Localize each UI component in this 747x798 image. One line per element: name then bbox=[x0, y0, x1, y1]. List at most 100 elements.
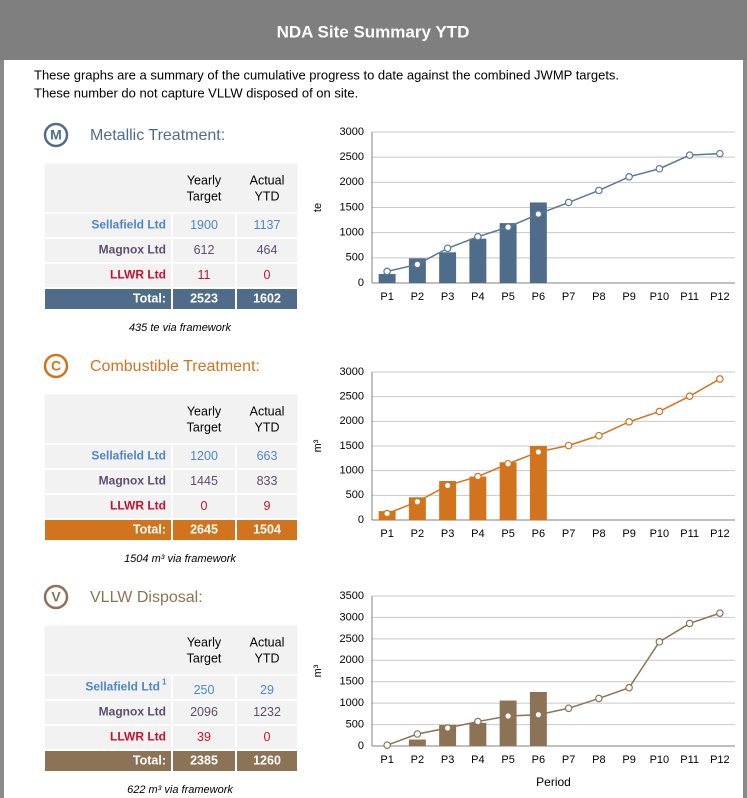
bar bbox=[439, 481, 457, 520]
x-tick-label: P4 bbox=[471, 754, 484, 766]
column-header: Actual bbox=[250, 635, 285, 649]
x-tick-label: P3 bbox=[441, 528, 454, 540]
line-marker bbox=[716, 375, 724, 383]
total-target: 2385 bbox=[190, 753, 218, 767]
total-target: 2645 bbox=[190, 522, 218, 536]
table-cell bbox=[235, 262, 299, 289]
table-cell bbox=[235, 468, 299, 495]
row-actual: 29 bbox=[260, 683, 274, 697]
column-header: Target bbox=[187, 651, 222, 665]
line-marker bbox=[625, 683, 633, 692]
row-target: 612 bbox=[194, 243, 215, 257]
line-marker bbox=[474, 717, 482, 726]
row-target: 39 bbox=[197, 730, 211, 744]
y-tick-label: 2500 bbox=[340, 391, 364, 403]
line-marker bbox=[383, 509, 391, 518]
table-cell bbox=[235, 699, 299, 726]
y-tick-label: 500 bbox=[346, 718, 364, 730]
row-name: Sellafield Ltd bbox=[91, 218, 166, 232]
x-tick-label: P3 bbox=[441, 754, 454, 766]
x-tick-label: P9 bbox=[622, 754, 635, 766]
bar bbox=[469, 476, 487, 520]
y-tick-label: 1000 bbox=[340, 465, 364, 477]
section-title: VLLW Disposal: bbox=[90, 589, 203, 606]
y-tick-label: 1500 bbox=[340, 676, 364, 688]
target-line bbox=[386, 378, 721, 515]
row-actual: 0 bbox=[264, 730, 271, 744]
line-marker bbox=[383, 741, 391, 749]
section-icon bbox=[43, 353, 69, 379]
bar bbox=[529, 446, 547, 520]
y-tick-label: 0 bbox=[358, 740, 364, 752]
table-cell bbox=[235, 674, 299, 701]
table-header bbox=[43, 393, 299, 445]
y-tick-label: 3500 bbox=[340, 590, 364, 602]
row-name: LLWR Ltd bbox=[110, 499, 166, 513]
row-actual: 9 bbox=[264, 499, 271, 513]
line-marker bbox=[655, 407, 664, 416]
line-marker bbox=[595, 186, 603, 195]
y-tick-label: 1000 bbox=[340, 697, 364, 709]
line-marker bbox=[625, 418, 633, 426]
row-target: 0 bbox=[201, 499, 208, 513]
line-marker bbox=[564, 441, 573, 450]
line-marker bbox=[564, 198, 573, 207]
table-cell bbox=[43, 699, 173, 726]
row-target: 11 bbox=[198, 268, 211, 282]
y-tick-label: 500 bbox=[346, 252, 364, 264]
x-tick-label: P5 bbox=[501, 528, 514, 540]
header-bar bbox=[0, 0, 747, 60]
line-marker bbox=[504, 459, 512, 468]
x-tick-label: P8 bbox=[592, 291, 605, 303]
y-tick-label: 500 bbox=[346, 489, 364, 501]
line-marker bbox=[685, 619, 694, 628]
line-marker bbox=[595, 694, 603, 703]
x-tick-label: P9 bbox=[622, 291, 635, 303]
y-tick-label: 2000 bbox=[340, 415, 364, 427]
row-actual: 0 bbox=[264, 268, 271, 282]
line-marker bbox=[685, 151, 694, 159]
row-target: 1900 bbox=[190, 218, 218, 232]
x-tick-label: P5 bbox=[501, 291, 514, 303]
row-actual: 464 bbox=[257, 243, 278, 257]
x-tick-label: P10 bbox=[650, 754, 670, 766]
x-axis-label: Period bbox=[536, 775, 571, 789]
section-title: Metallic Treatment: bbox=[90, 127, 225, 144]
bar bbox=[529, 202, 547, 283]
line-marker bbox=[474, 472, 482, 481]
y-tick-label: 2000 bbox=[340, 654, 364, 666]
row-target: 2096 bbox=[190, 705, 218, 719]
y-tick-label: 1500 bbox=[340, 440, 364, 452]
x-tick-label: P4 bbox=[471, 528, 484, 540]
bar bbox=[408, 258, 426, 283]
column-header: Actual bbox=[250, 173, 285, 187]
column-header: YTD bbox=[255, 651, 280, 665]
x-tick-label: P1 bbox=[380, 528, 393, 540]
x-tick-label: P6 bbox=[532, 528, 545, 540]
line-marker bbox=[443, 724, 452, 732]
row-target: 1445 bbox=[190, 474, 218, 488]
section-title: Combustible Treatment: bbox=[90, 358, 260, 375]
total-cell bbox=[235, 518, 299, 542]
line-marker bbox=[534, 210, 543, 218]
x-tick-label: P11 bbox=[680, 528, 699, 540]
x-tick-label: P12 bbox=[710, 754, 730, 766]
total-actual: 1602 bbox=[253, 291, 281, 305]
framework-note: 435 te via framework bbox=[129, 322, 232, 334]
line-marker bbox=[383, 267, 391, 276]
line-marker bbox=[655, 164, 664, 173]
bar bbox=[469, 722, 487, 746]
y-tick-label: 2500 bbox=[340, 633, 364, 645]
table-cell bbox=[43, 493, 173, 520]
line-marker bbox=[716, 609, 724, 617]
row-name: Magnox Ltd bbox=[99, 474, 166, 488]
y-axis-label: te bbox=[312, 203, 324, 212]
y-tick-label: 0 bbox=[358, 514, 364, 526]
line-marker bbox=[413, 260, 422, 269]
total-actual: 1504 bbox=[253, 522, 281, 536]
x-tick-label: P1 bbox=[380, 754, 393, 766]
section-icon-letter: V bbox=[51, 589, 61, 605]
table-cell bbox=[43, 262, 173, 289]
target-line bbox=[386, 612, 721, 746]
